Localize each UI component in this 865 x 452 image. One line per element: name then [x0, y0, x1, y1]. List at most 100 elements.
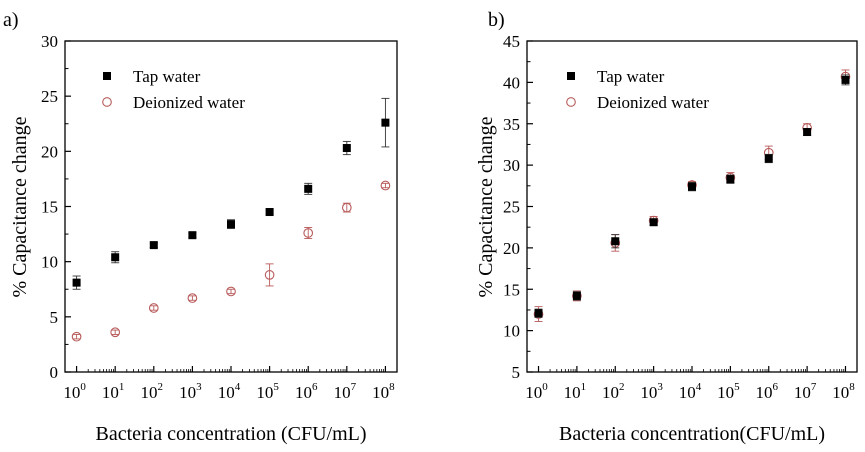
x-tick-base: 10 — [295, 383, 312, 402]
data-point-deionized-water — [110, 327, 121, 338]
data-point-tap-water — [726, 175, 735, 184]
y-tick-label: 20 — [503, 239, 520, 258]
data-point-tap-water — [342, 144, 351, 153]
x-tick-base: 10 — [334, 383, 351, 402]
x-tick-exponent: 7 — [811, 381, 817, 393]
x-tick-exponent: 4 — [696, 381, 702, 393]
data-point-deionized-water — [303, 228, 314, 238]
x-tick-label: 104 — [218, 381, 241, 402]
y-tick-label: 10 — [41, 253, 58, 272]
x-tick-exponent: 6 — [772, 381, 778, 393]
x-tick-label: 100 — [63, 381, 86, 402]
x-tick-label: 104 — [679, 381, 702, 402]
y-tick-label: 40 — [503, 73, 520, 92]
legend-label-tap-water: Tap water — [597, 67, 665, 86]
x-tick-exponent: 8 — [849, 381, 855, 393]
x-tick-base: 10 — [218, 383, 235, 402]
data-point-tap-water — [688, 182, 696, 191]
x-tick-label: 107 — [334, 381, 357, 402]
data-point-tap-water — [803, 128, 812, 137]
x-tick-exponent: 7 — [351, 381, 357, 393]
x-tick-base: 10 — [525, 383, 542, 402]
x-tick-base: 10 — [755, 383, 772, 402]
panel-label: b) — [488, 9, 505, 31]
x-tick-base: 10 — [717, 383, 734, 402]
data-point-tap-water — [649, 218, 658, 227]
panel-label: a) — [3, 9, 19, 31]
x-tick-exponent: 4 — [235, 381, 241, 393]
x-tick-label: 101 — [564, 381, 587, 402]
plot-frame — [526, 40, 858, 373]
x-tick-label: 108 — [372, 381, 395, 402]
y-tick-label: 15 — [503, 280, 520, 299]
data-point-deionized-water — [380, 180, 391, 191]
legend-label-deionized-water: Deionized water — [597, 93, 709, 112]
data-point-tap-water — [265, 208, 274, 217]
y-tick-label: 15 — [41, 198, 58, 217]
legend-marker-tap-water — [103, 72, 111, 80]
x-tick-exponent: 8 — [389, 381, 395, 393]
data-point-deionized-water — [187, 293, 198, 303]
data-point-deionized-water — [264, 270, 275, 280]
x-tick-label: 105 — [717, 381, 740, 402]
legend-marker-deionized-water — [102, 97, 112, 107]
x-tick-base: 10 — [102, 383, 119, 402]
data-point-deionized-water — [226, 286, 236, 297]
data-point-tap-water — [227, 220, 235, 229]
data-point-tap-water — [764, 154, 773, 163]
x-tick-exponent: 1 — [581, 381, 587, 393]
data-point-tap-water — [304, 184, 313, 193]
y-tick-label: 45 — [503, 32, 520, 51]
x-tick-label: 103 — [179, 381, 202, 402]
y-axis-title: % Capacitance change — [9, 116, 31, 297]
data-point-tap-water — [572, 291, 581, 300]
x-tick-label: 105 — [256, 381, 279, 402]
x-tick-base: 10 — [564, 383, 581, 402]
y-tick-label: 30 — [503, 156, 520, 175]
x-tick-exponent: 3 — [196, 381, 202, 393]
y-tick-label: 25 — [503, 198, 520, 217]
x-tick-label: 108 — [832, 381, 855, 402]
y-tick-label: 0 — [50, 363, 59, 382]
x-tick-base: 10 — [602, 383, 619, 402]
data-point-tap-water — [188, 231, 197, 240]
x-tick-label: 106 — [755, 381, 778, 402]
x-axis-title: Bacteria concentration (CFU/mL) — [95, 423, 366, 445]
legend-label-tap-water: Tap water — [133, 67, 201, 86]
x-tick-base: 10 — [832, 383, 849, 402]
x-tick-label: 101 — [102, 381, 124, 402]
x-tick-base: 10 — [179, 383, 196, 402]
data-point-deionized-water — [148, 303, 159, 313]
y-tick-label: 5 — [512, 363, 521, 382]
x-tick-base: 10 — [640, 383, 657, 402]
data-point-tap-water — [534, 309, 543, 318]
y-tick-label: 20 — [41, 142, 58, 161]
x-tick-base: 10 — [141, 383, 158, 402]
y-tick-label: 5 — [50, 308, 59, 327]
x-tick-exponent: 3 — [657, 381, 663, 393]
data-point-tap-water — [381, 118, 390, 127]
x-tick-base: 10 — [256, 383, 273, 402]
y-tick-label: 10 — [503, 322, 520, 341]
x-tick-base: 10 — [372, 383, 389, 402]
data-point-tap-water — [111, 253, 120, 262]
x-tick-label: 100 — [525, 381, 548, 402]
x-tick-base: 10 — [679, 383, 696, 402]
x-tick-label: 102 — [141, 381, 164, 402]
data-point-tap-water — [149, 241, 158, 250]
x-tick-label: 106 — [295, 381, 318, 402]
x-tick-base: 10 — [794, 383, 811, 402]
x-tick-exponent: 6 — [312, 381, 318, 393]
legend-label-deionized-water: Deionized water — [133, 93, 245, 112]
x-tick-exponent: 2 — [158, 381, 164, 393]
x-tick-exponent: 5 — [734, 381, 740, 393]
x-tick-base: 10 — [63, 383, 80, 402]
data-point-tap-water — [841, 75, 850, 84]
data-point-tap-water — [72, 278, 81, 287]
x-tick-exponent: 0 — [542, 381, 548, 393]
y-tick-label: 25 — [41, 87, 58, 106]
x-tick-label: 103 — [640, 381, 663, 402]
